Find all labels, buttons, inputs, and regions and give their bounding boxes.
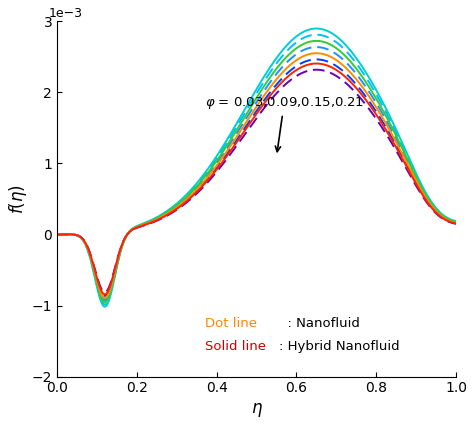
Text: : Nanofluid: : Nanofluid <box>279 317 359 330</box>
X-axis label: $\eta$: $\eta$ <box>251 401 263 419</box>
Y-axis label: $f(\eta)$: $f(\eta)$ <box>7 184 29 214</box>
Text: : Hybrid Nanofluid: : Hybrid Nanofluid <box>279 340 399 353</box>
Text: $\varphi$ = 0.03,0.09,0.15,0.21: $\varphi$ = 0.03,0.09,0.15,0.21 <box>205 95 364 152</box>
Text: Solid line: Solid line <box>205 340 266 353</box>
Text: Dot line: Dot line <box>205 317 257 330</box>
